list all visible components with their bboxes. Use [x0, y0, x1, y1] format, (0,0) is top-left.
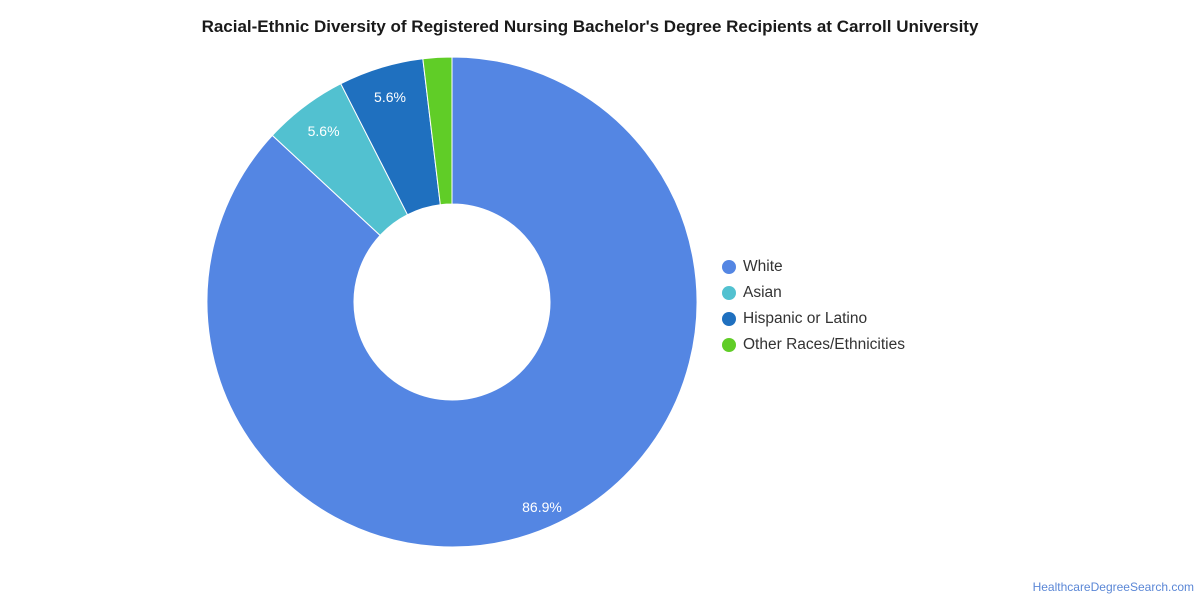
legend-label-white: White — [743, 258, 783, 275]
chart-legend: White Asian Hispanic or Latino Other Rac… — [722, 254, 905, 358]
legend-swatch-hispanic-or-latino — [722, 312, 736, 326]
legend-item-hispanic-or-latino[interactable]: Hispanic or Latino — [722, 306, 905, 332]
slice-label-asian: 5.6% — [308, 123, 340, 139]
legend-label-hispanic-or-latino: Hispanic or Latino — [743, 310, 868, 327]
legend-item-other-races[interactable]: Other Races/Ethnicities — [722, 332, 905, 358]
source-link[interactable]: HealthcareDegreeSearch.com — [1032, 580, 1194, 594]
slice-label-hispanic-or-latino: 5.6% — [374, 89, 406, 105]
legend-item-white[interactable]: White — [722, 254, 905, 280]
legend-label-asian: Asian — [743, 284, 782, 301]
legend-item-asian[interactable]: Asian — [722, 280, 905, 306]
slice-white[interactable] — [206, 56, 698, 548]
chart-title: Racial-Ethnic Diversity of Registered Nu… — [201, 17, 979, 36]
legend-swatch-white — [722, 260, 736, 274]
legend-label-other-races: Other Races/Ethnicities — [743, 336, 905, 353]
slice-label-white: 86.9% — [522, 499, 562, 515]
legend-swatch-asian — [722, 286, 736, 300]
legend-swatch-other-races — [722, 338, 736, 352]
slice-other-races-ethnicities[interactable] — [422, 56, 453, 206]
